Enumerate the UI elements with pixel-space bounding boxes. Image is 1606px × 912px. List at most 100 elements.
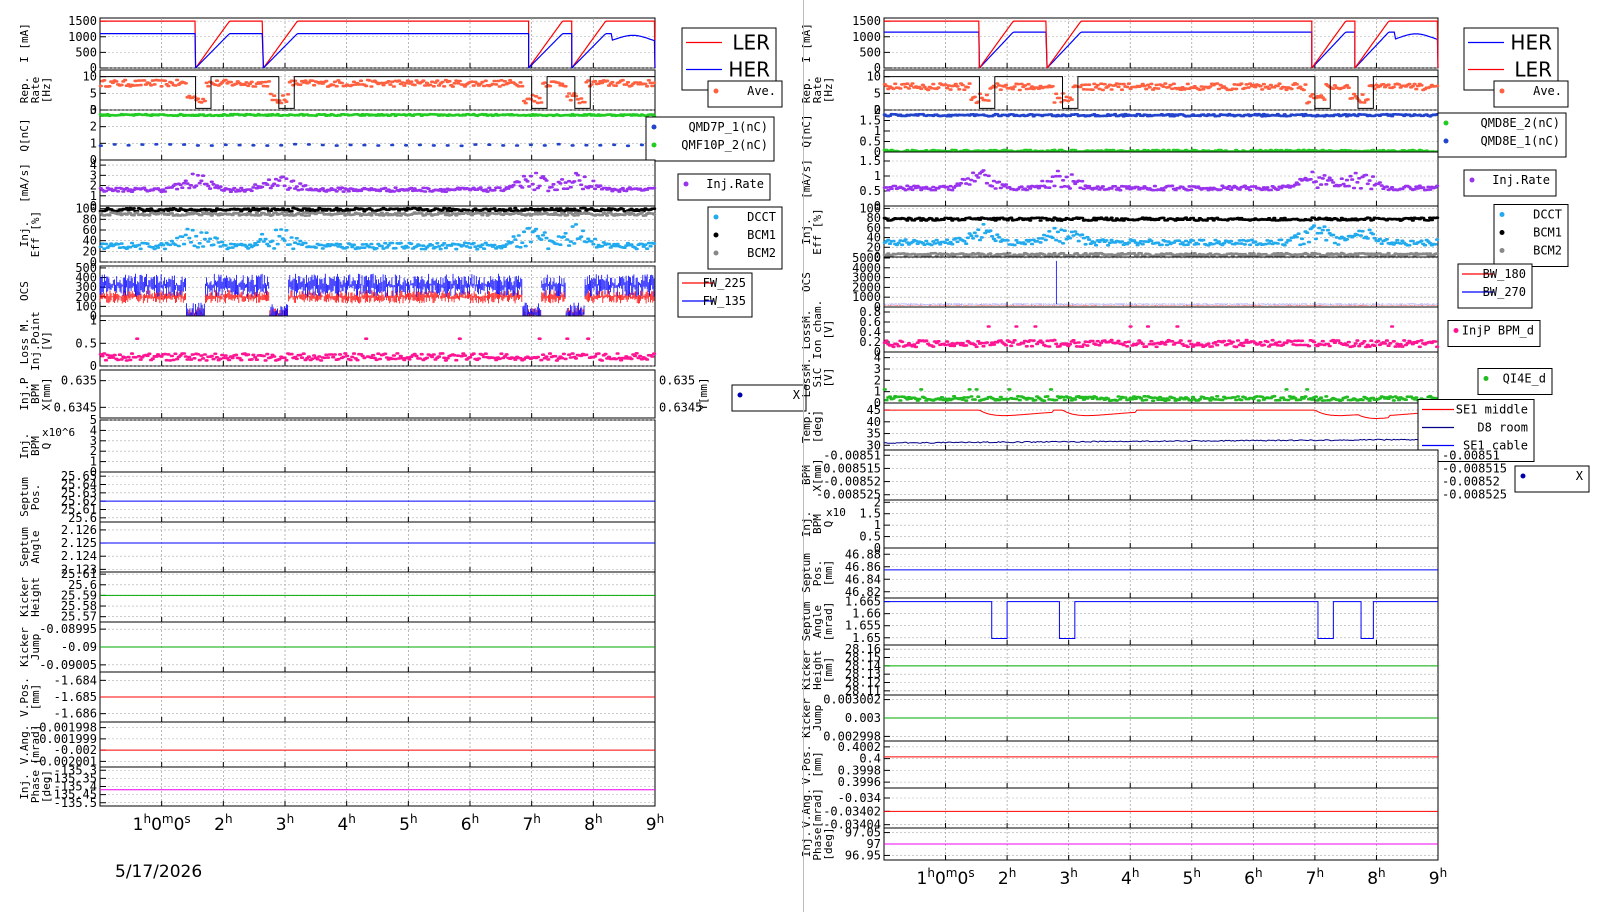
panel-frame: [883, 787, 1439, 829]
y-tick-label: 300: [75, 280, 97, 294]
y-tick-label: 0.5: [75, 336, 97, 350]
y-axis-label: Ion cham.: [811, 300, 824, 360]
y-axis-label: Pos.: [29, 484, 42, 511]
y-tick-label: 25.61: [61, 503, 97, 517]
series-points-bcm2: [98, 211, 657, 217]
y-tick-label: 0.5: [859, 135, 881, 149]
y-tick-label: 5: [90, 413, 97, 427]
y-tick-label: 20: [867, 240, 881, 254]
legend: DCCT BCM1 BCM2: [707, 206, 783, 270]
legend-dot-swatch: [737, 392, 743, 398]
y-tick-label: 46.88: [845, 547, 881, 561]
y-tick-label: 25.61: [61, 567, 97, 581]
x-tick-label: 5h: [399, 812, 417, 835]
y-tick-label: 4: [90, 423, 97, 437]
y-tick-label: 10: [867, 70, 881, 84]
y-tick-label: -0.001999: [32, 732, 97, 746]
y-axis-label: [mrad]: [822, 602, 835, 642]
series-group: [884, 20, 1439, 69]
y-tick-label: 1.655: [845, 619, 881, 633]
series-points-ave-: [98, 78, 657, 105]
series-band-bw_180: [883, 305, 1438, 306]
y-tick-label: 80: [867, 211, 881, 225]
y-tick-label: 4000: [852, 261, 881, 275]
y-axis-label: Rate: [29, 77, 42, 104]
y-tick-label: 1.5: [859, 154, 881, 168]
y-tick-label: 3: [90, 168, 97, 182]
series-points-bcm2: [882, 251, 1440, 258]
y-tick-label: -0.034: [838, 791, 881, 805]
y-tick-label: 0: [874, 250, 881, 264]
y-tick-label: 2: [874, 373, 881, 387]
y-axis-label: Rate: [811, 77, 824, 104]
y-tick-label: 5: [874, 86, 881, 100]
series-line-ler: [100, 20, 656, 69]
legend-dot-swatch: [1443, 138, 1449, 144]
series-group: [98, 206, 657, 251]
legend: X: [731, 384, 807, 412]
y-tick-label: 0: [874, 541, 881, 555]
panel-frame: [883, 547, 1439, 599]
y-tick-label: -0.03402: [823, 804, 881, 818]
series-group: [882, 76, 1440, 109]
y-axis-label: Septum: [18, 527, 31, 567]
y-tick-label: 0.8: [859, 305, 881, 319]
y-axis-label: Inj.: [18, 773, 31, 800]
y-axis-label: Inj.: [18, 433, 31, 460]
y-axis-label: Height: [811, 650, 824, 690]
y-tick-label: -1.686: [54, 707, 97, 721]
y-tick-label: 0.6345: [54, 400, 97, 414]
y-tick-label: 25.62: [61, 494, 97, 508]
y-tick-label: 0: [90, 199, 97, 213]
panel-frame: [99, 571, 656, 623]
y-tick-label: 0.4: [859, 325, 881, 339]
panel-frame: [99, 69, 656, 111]
y-tick-label: 1.665: [845, 595, 881, 609]
legend-box: [1437, 112, 1567, 158]
y-tick-label: -0.008515: [816, 461, 881, 475]
y-axis-label: X[mm]: [40, 377, 53, 410]
y-axis-label: [mrad]: [29, 725, 42, 765]
y-axis-label: Angle: [29, 530, 42, 563]
y-tick-label: 4: [874, 351, 881, 365]
y-tick-label: 0: [874, 345, 881, 359]
series-group: [884, 601, 1438, 639]
panel-v-ang-mrad-: -0.001998-0.001999-0.002-0.002001V.Ang.[…: [18, 721, 656, 768]
legend: X: [1514, 465, 1590, 493]
panel-frame: [883, 499, 1439, 549]
legend-label: Inj.Rate: [1492, 173, 1550, 187]
panel-frame: [883, 597, 1439, 646]
legend-box: [1463, 169, 1557, 197]
y-tick-label: 2.123: [61, 562, 97, 576]
panel-frame: [99, 17, 656, 69]
y-axis-label: Phase: [29, 770, 42, 803]
legend-label: BCM1: [1533, 226, 1562, 240]
legend-label: FW_225: [703, 276, 746, 290]
panel-inj-phase-deg-: -135.3-135.35-135.4-135.45-135.5 Inj.Phas…: [18, 763, 656, 810]
series-points-qmd8e-1-nc-: [882, 112, 1440, 118]
y-axis-label: [mm]: [822, 560, 835, 587]
legend: QMD8E_2(nC) QMD8E_1(nC): [1437, 112, 1567, 158]
y-tick-label: -0.08995: [39, 622, 97, 636]
y-tick-label: 0: [90, 309, 97, 323]
exponent-label: x10: [826, 506, 846, 519]
legend-box: [681, 27, 777, 91]
legend-dot-swatch: [1499, 248, 1505, 253]
y-tick-label: 0: [874, 199, 881, 213]
legend-label: X: [793, 388, 801, 402]
series-line-d8-room: [883, 438, 1439, 444]
legend-dot-swatch: [713, 214, 719, 220]
x-tick-label: 4h: [1121, 866, 1139, 889]
panel-frame: [883, 256, 1439, 308]
y-axis-label: BPM: [811, 514, 824, 534]
series-line-ler: [884, 20, 1439, 69]
y-axis-label: Rep.: [18, 77, 31, 104]
x-tick-label: 2h: [998, 866, 1016, 889]
y-tick-label: 96.95: [845, 848, 881, 862]
y-axis-label: Jump: [811, 705, 824, 732]
y-tick-label: 1: [874, 124, 881, 138]
